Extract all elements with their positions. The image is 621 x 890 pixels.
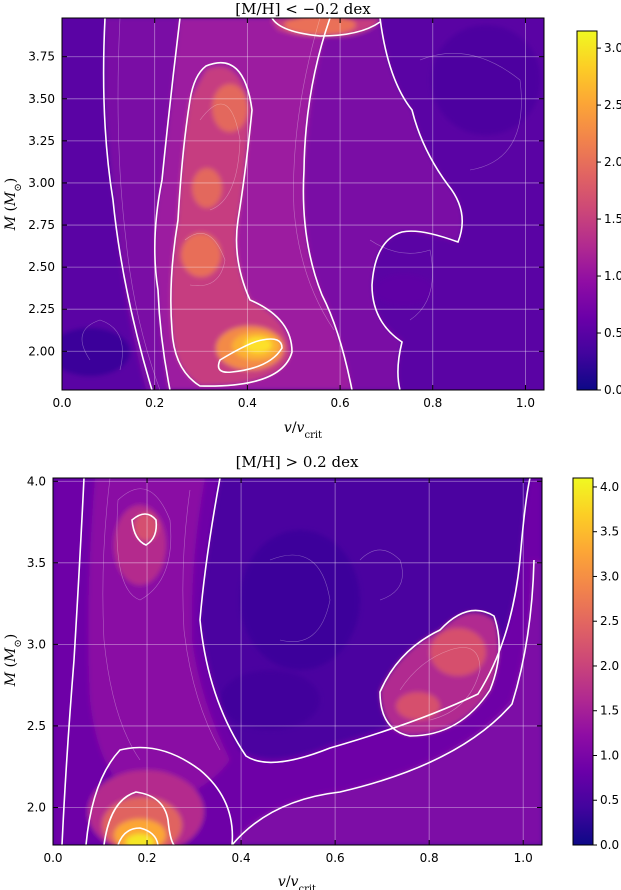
bottom-colorbar-tick-label: 3.0 bbox=[600, 569, 619, 583]
top-y-tick-label: 3.50 bbox=[28, 92, 55, 106]
bottom-colorbar-tick-label: 1.0 bbox=[600, 748, 619, 762]
top-chart-title: [M/H] < −0.2 dex bbox=[235, 0, 371, 18]
top-plot-frame bbox=[61, 17, 545, 391]
bottom-x-tick-label: 0.8 bbox=[420, 851, 439, 865]
top-x-tick-label: 0.8 bbox=[423, 396, 442, 410]
bottom-colorbar-tick-label: 4.0 bbox=[600, 480, 619, 494]
top-y-tick-label: 3.00 bbox=[28, 176, 55, 190]
bottom-x-tick-label: 0.4 bbox=[232, 851, 251, 865]
bottom-y-tick-label: 2.0 bbox=[27, 800, 46, 814]
top-y-tick-label: 2.75 bbox=[28, 218, 55, 232]
bottom-colorbar-tick-label: 1.5 bbox=[600, 704, 619, 718]
bottom-axis-ticks: 0.0 0.2 0.4 0.6 0.8 1.0 2.0 2.5 3.0 3.5 4.0 bbox=[27, 474, 542, 865]
top-x-tick-label: 0.0 bbox=[52, 396, 71, 410]
top-colorbar-tick-label: 3.0 bbox=[604, 41, 621, 55]
bottom-x-axis-label: v/vcrit bbox=[278, 874, 316, 890]
bottom-y-tick-label: 3.0 bbox=[27, 637, 46, 651]
top-colorbar-tick-label: 1.0 bbox=[604, 269, 621, 283]
top-axis-ticks: 0.0 0.2 0.4 0.6 0.8 1.0 2.00 2.25 2.50 2.75 3.00 3.… bbox=[28, 18, 544, 410]
top-contours bbox=[102, 18, 464, 390]
top-colorbar-tick-label: 1.5 bbox=[604, 212, 621, 226]
top-heatmap bbox=[62, 18, 544, 390]
bottom-chart-title: [M/H] > 0.2 dex bbox=[236, 453, 359, 471]
bottom-y-tick-label: 3.5 bbox=[27, 556, 46, 570]
top-y-axis-label: M (M⊙) bbox=[3, 178, 24, 231]
bottom-panel: [M/H] > 0.2 dex bbox=[3, 453, 619, 890]
bottom-colorbar-tick-label: 2.5 bbox=[600, 614, 619, 628]
bottom-x-tick-label: 0.0 bbox=[43, 851, 62, 865]
top-colorbar-tick-label: 0.0 bbox=[604, 383, 621, 397]
bottom-contours bbox=[61, 478, 535, 845]
top-panel: [M/H] < −0.2 dex bbox=[3, 0, 621, 441]
top-colorbar bbox=[576, 30, 598, 391]
bottom-plot-frame bbox=[52, 477, 543, 846]
bottom-density-fill bbox=[53, 478, 542, 845]
bottom-x-tick-label: 0.6 bbox=[326, 851, 345, 865]
bottom-x-tick-label: 0.2 bbox=[137, 851, 156, 865]
bottom-heatmap bbox=[53, 478, 542, 845]
top-x-tick-label: 0.2 bbox=[145, 396, 164, 410]
bottom-y-tick-label: 4.0 bbox=[27, 474, 46, 488]
top-gridlines bbox=[62, 18, 544, 390]
bottom-faint-contours bbox=[102, 478, 481, 761]
bottom-y-axis-label: M (M⊙) bbox=[3, 634, 24, 687]
top-faint-contours bbox=[81, 18, 522, 390]
bottom-gridlines bbox=[53, 478, 542, 845]
bottom-colorbar-tick-label: 2.0 bbox=[600, 659, 619, 673]
top-colorbar-ticks: 0.0 0.5 1.0 1.5 2.0 2.5 3.0 bbox=[597, 41, 621, 397]
bottom-colorbar-tick-label: 0.0 bbox=[600, 838, 619, 852]
top-x-tick-label: 1.0 bbox=[516, 396, 535, 410]
top-x-axis-label: v/vcrit bbox=[284, 420, 322, 441]
top-x-tick-label: 0.4 bbox=[238, 396, 257, 410]
top-y-tick-label: 2.25 bbox=[28, 302, 55, 316]
bottom-colorbar-tick-label: 0.5 bbox=[600, 793, 619, 807]
top-colorbar-tick-label: 2.0 bbox=[604, 155, 621, 169]
bottom-x-tick-label: 1.0 bbox=[514, 851, 533, 865]
top-y-tick-label: 2.50 bbox=[28, 260, 55, 274]
bottom-y-tick-label: 2.5 bbox=[27, 719, 46, 733]
bottom-colorbar-ticks: 0.0 0.5 1.0 1.5 2.0 2.5 3.0 3.5 4.0 bbox=[593, 480, 619, 852]
top-colorbar-tick-label: 2.5 bbox=[604, 98, 621, 112]
top-y-tick-label: 3.25 bbox=[28, 134, 55, 148]
top-x-tick-label: 0.6 bbox=[331, 396, 350, 410]
top-y-tick-label: 2.00 bbox=[28, 344, 55, 358]
bottom-colorbar-tick-label: 3.5 bbox=[600, 525, 619, 539]
bottom-colorbar bbox=[572, 477, 594, 846]
top-colorbar-tick-label: 0.5 bbox=[604, 326, 621, 340]
top-y-tick-label: 3.75 bbox=[28, 50, 55, 64]
